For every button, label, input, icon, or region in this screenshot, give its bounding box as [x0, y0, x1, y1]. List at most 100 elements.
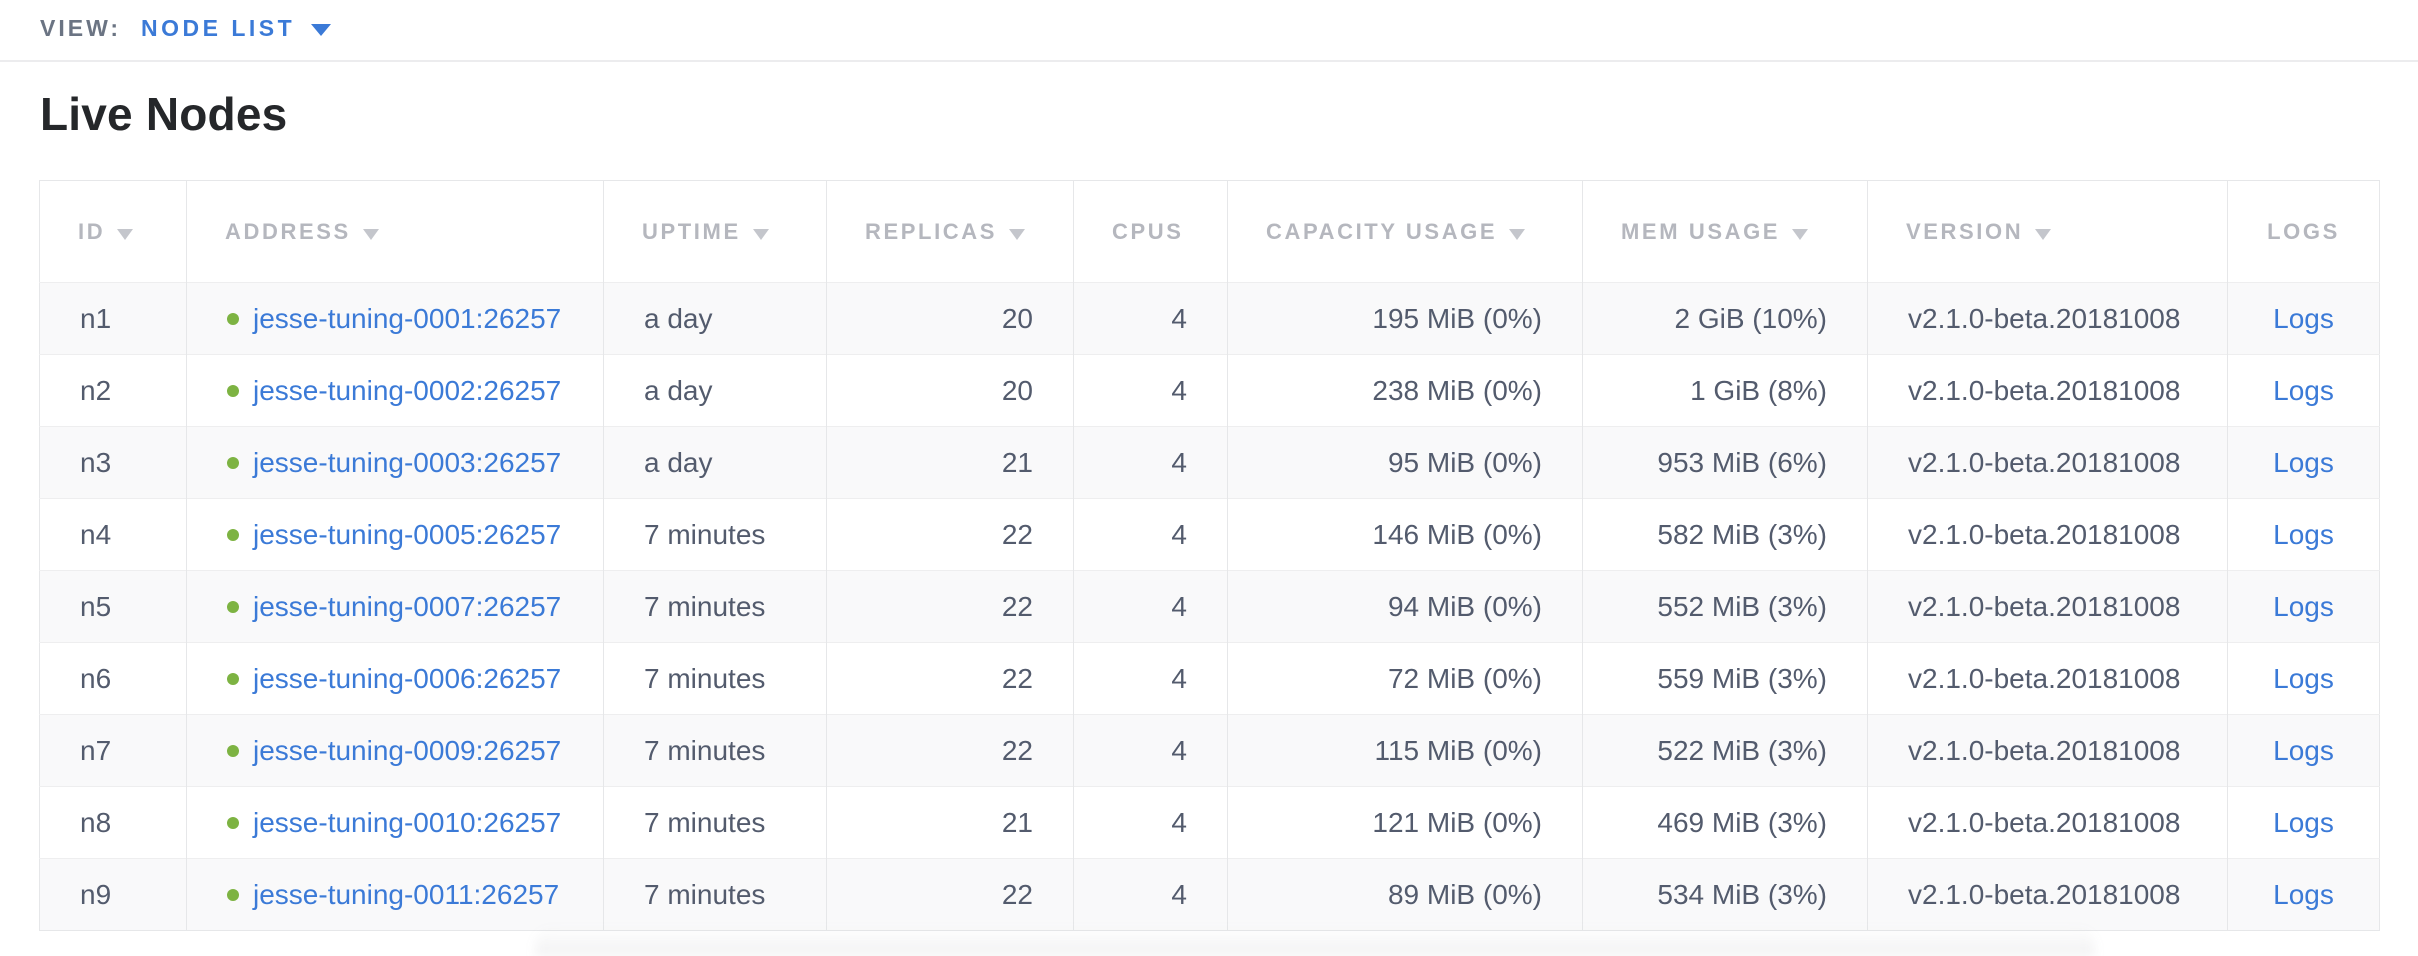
cell-logs: Logs: [2227, 714, 2380, 787]
cell-cpus: 4: [1073, 858, 1228, 931]
cell-replicas: 22: [826, 642, 1074, 715]
column-label: LOGS: [2267, 218, 2340, 244]
table-row: n4 jesse-tuning-0005:26257 7 minutes 22 4 146…: [39, 498, 2380, 571]
cell-version: v2.1.0-beta.20181008: [1867, 426, 2228, 499]
column-header-replicas[interactable]: REPLICAS: [826, 180, 1074, 283]
sort-caret-icon: [1009, 228, 1026, 240]
node-logs-link[interactable]: Logs: [2273, 662, 2334, 694]
cell-address: jesse-tuning-0002:26257: [186, 354, 604, 427]
cell-cpus: 4: [1073, 498, 1228, 571]
cell-id: n5: [39, 570, 187, 643]
cell-mem: 552 MiB (3%): [1582, 570, 1868, 643]
cell-version: v2.1.0-beta.20181008: [1867, 786, 2228, 859]
cell-uptime: 7 minutes: [603, 786, 827, 859]
cell-logs: Logs: [2227, 642, 2380, 715]
sort-caret-icon: [362, 228, 379, 240]
cell-capacity: 89 MiB (0%): [1227, 858, 1583, 931]
cell-version: v2.1.0-beta.20181008: [1867, 642, 2228, 715]
sort-caret-icon: [1509, 228, 1526, 240]
cell-address: jesse-tuning-0001:26257: [186, 282, 604, 355]
cell-address: jesse-tuning-0003:26257: [186, 426, 604, 499]
cell-version: v2.1.0-beta.20181008: [1867, 714, 2228, 787]
cell-mem: 522 MiB (3%): [1582, 714, 1868, 787]
cell-mem: 2 GiB (10%): [1582, 282, 1868, 355]
node-logs-link[interactable]: Logs: [2273, 878, 2334, 910]
table-row: n7 jesse-tuning-0009:26257 7 minutes 22 4 115…: [39, 714, 2380, 787]
cell-replicas: 22: [826, 570, 1074, 643]
live-nodes-table: ID ADDRESS UPTIME REPLICAS CPUS CAPACITY USAG…: [39, 180, 2380, 931]
cell-capacity: 115 MiB (0%): [1227, 714, 1583, 787]
cell-replicas: 21: [826, 426, 1074, 499]
view-label: VIEW:: [40, 14, 122, 41]
cell-id: n8: [39, 786, 187, 859]
node-address-link[interactable]: jesse-tuning-0010:26257: [253, 806, 562, 838]
node-logs-link[interactable]: Logs: [2273, 446, 2334, 478]
table-row: n6 jesse-tuning-0006:26257 7 minutes 22 4 72 …: [39, 642, 2380, 715]
cell-id: n1: [39, 282, 187, 355]
cell-uptime: 7 minutes: [603, 570, 827, 643]
node-logs-link[interactable]: Logs: [2273, 518, 2334, 550]
cell-capacity: 94 MiB (0%): [1227, 570, 1583, 643]
cell-uptime: a day: [603, 282, 827, 355]
node-logs-link[interactable]: Logs: [2273, 806, 2334, 838]
column-header-uptime[interactable]: UPTIME: [603, 180, 827, 283]
cell-mem: 534 MiB (3%): [1582, 858, 1868, 931]
node-address-link[interactable]: jesse-tuning-0003:26257: [253, 446, 562, 478]
column-header-mem[interactable]: MEM USAGE: [1582, 180, 1868, 283]
view-dropdown[interactable]: NODE LIST: [141, 14, 296, 41]
node-address-link[interactable]: jesse-tuning-0006:26257: [253, 662, 562, 694]
column-label: REPLICAS: [865, 218, 998, 244]
cell-id: n9: [39, 858, 187, 931]
column-label: VERSION: [1906, 218, 2024, 244]
sort-caret-icon: [752, 228, 769, 240]
cell-mem: 559 MiB (3%): [1582, 642, 1868, 715]
column-label: ID: [78, 218, 106, 244]
cell-address: jesse-tuning-0010:26257: [186, 786, 604, 859]
node-address-link[interactable]: jesse-tuning-0007:26257: [253, 590, 562, 622]
cell-capacity: 238 MiB (0%): [1227, 354, 1583, 427]
chevron-down-icon[interactable]: [311, 24, 332, 36]
node-logs-link[interactable]: Logs: [2273, 374, 2334, 406]
node-logs-link[interactable]: Logs: [2273, 590, 2334, 622]
column-header-cpus: CPUS: [1073, 180, 1228, 283]
sort-caret-icon: [117, 228, 134, 240]
cell-version: v2.1.0-beta.20181008: [1867, 570, 2228, 643]
cell-id: n7: [39, 714, 187, 787]
cell-cpus: 4: [1073, 354, 1228, 427]
column-label: CPUS: [1112, 218, 1184, 244]
cell-id: n2: [39, 354, 187, 427]
cell-cpus: 4: [1073, 570, 1228, 643]
node-logs-link[interactable]: Logs: [2273, 302, 2334, 334]
table-row: n1 jesse-tuning-0001:26257 a day 20 4 195 MiB…: [39, 282, 2380, 355]
column-header-address[interactable]: ADDRESS: [186, 180, 604, 283]
column-header-logs: LOGS: [2227, 180, 2380, 283]
cell-cpus: 4: [1073, 642, 1228, 715]
cell-id: n3: [39, 426, 187, 499]
page-title: Live Nodes: [40, 88, 288, 140]
cell-mem: 469 MiB (3%): [1582, 786, 1868, 859]
node-logs-link[interactable]: Logs: [2273, 734, 2334, 766]
cell-uptime: 7 minutes: [603, 858, 827, 931]
column-header-id[interactable]: ID: [39, 180, 187, 283]
cell-mem: 1 GiB (8%): [1582, 354, 1868, 427]
node-address-link[interactable]: jesse-tuning-0011:26257: [253, 878, 560, 910]
node-live-status-icon: [227, 456, 239, 469]
node-address-link[interactable]: jesse-tuning-0002:26257: [253, 374, 562, 406]
column-header-version[interactable]: VERSION: [1867, 180, 2228, 283]
node-address-link[interactable]: jesse-tuning-0009:26257: [253, 734, 562, 766]
cell-version: v2.1.0-beta.20181008: [1867, 354, 2228, 427]
node-address-link[interactable]: jesse-tuning-0001:26257: [253, 302, 562, 334]
cell-id: n6: [39, 642, 187, 715]
cell-uptime: a day: [603, 354, 827, 427]
column-header-capacity[interactable]: CAPACITY USAGE: [1227, 180, 1583, 283]
cell-uptime: 7 minutes: [603, 642, 827, 715]
cell-capacity: 146 MiB (0%): [1227, 498, 1583, 571]
cell-cpus: 4: [1073, 426, 1228, 499]
node-address-link[interactable]: jesse-tuning-0005:26257: [253, 518, 562, 550]
column-label: CAPACITY USAGE: [1266, 218, 1498, 244]
node-live-status-icon: [227, 672, 239, 685]
node-live-status-icon: [227, 744, 239, 757]
table-row: n2 jesse-tuning-0002:26257 a day 20 4 238 MiB…: [39, 354, 2380, 427]
sort-caret-icon: [1792, 228, 1809, 240]
cell-uptime: a day: [603, 426, 827, 499]
